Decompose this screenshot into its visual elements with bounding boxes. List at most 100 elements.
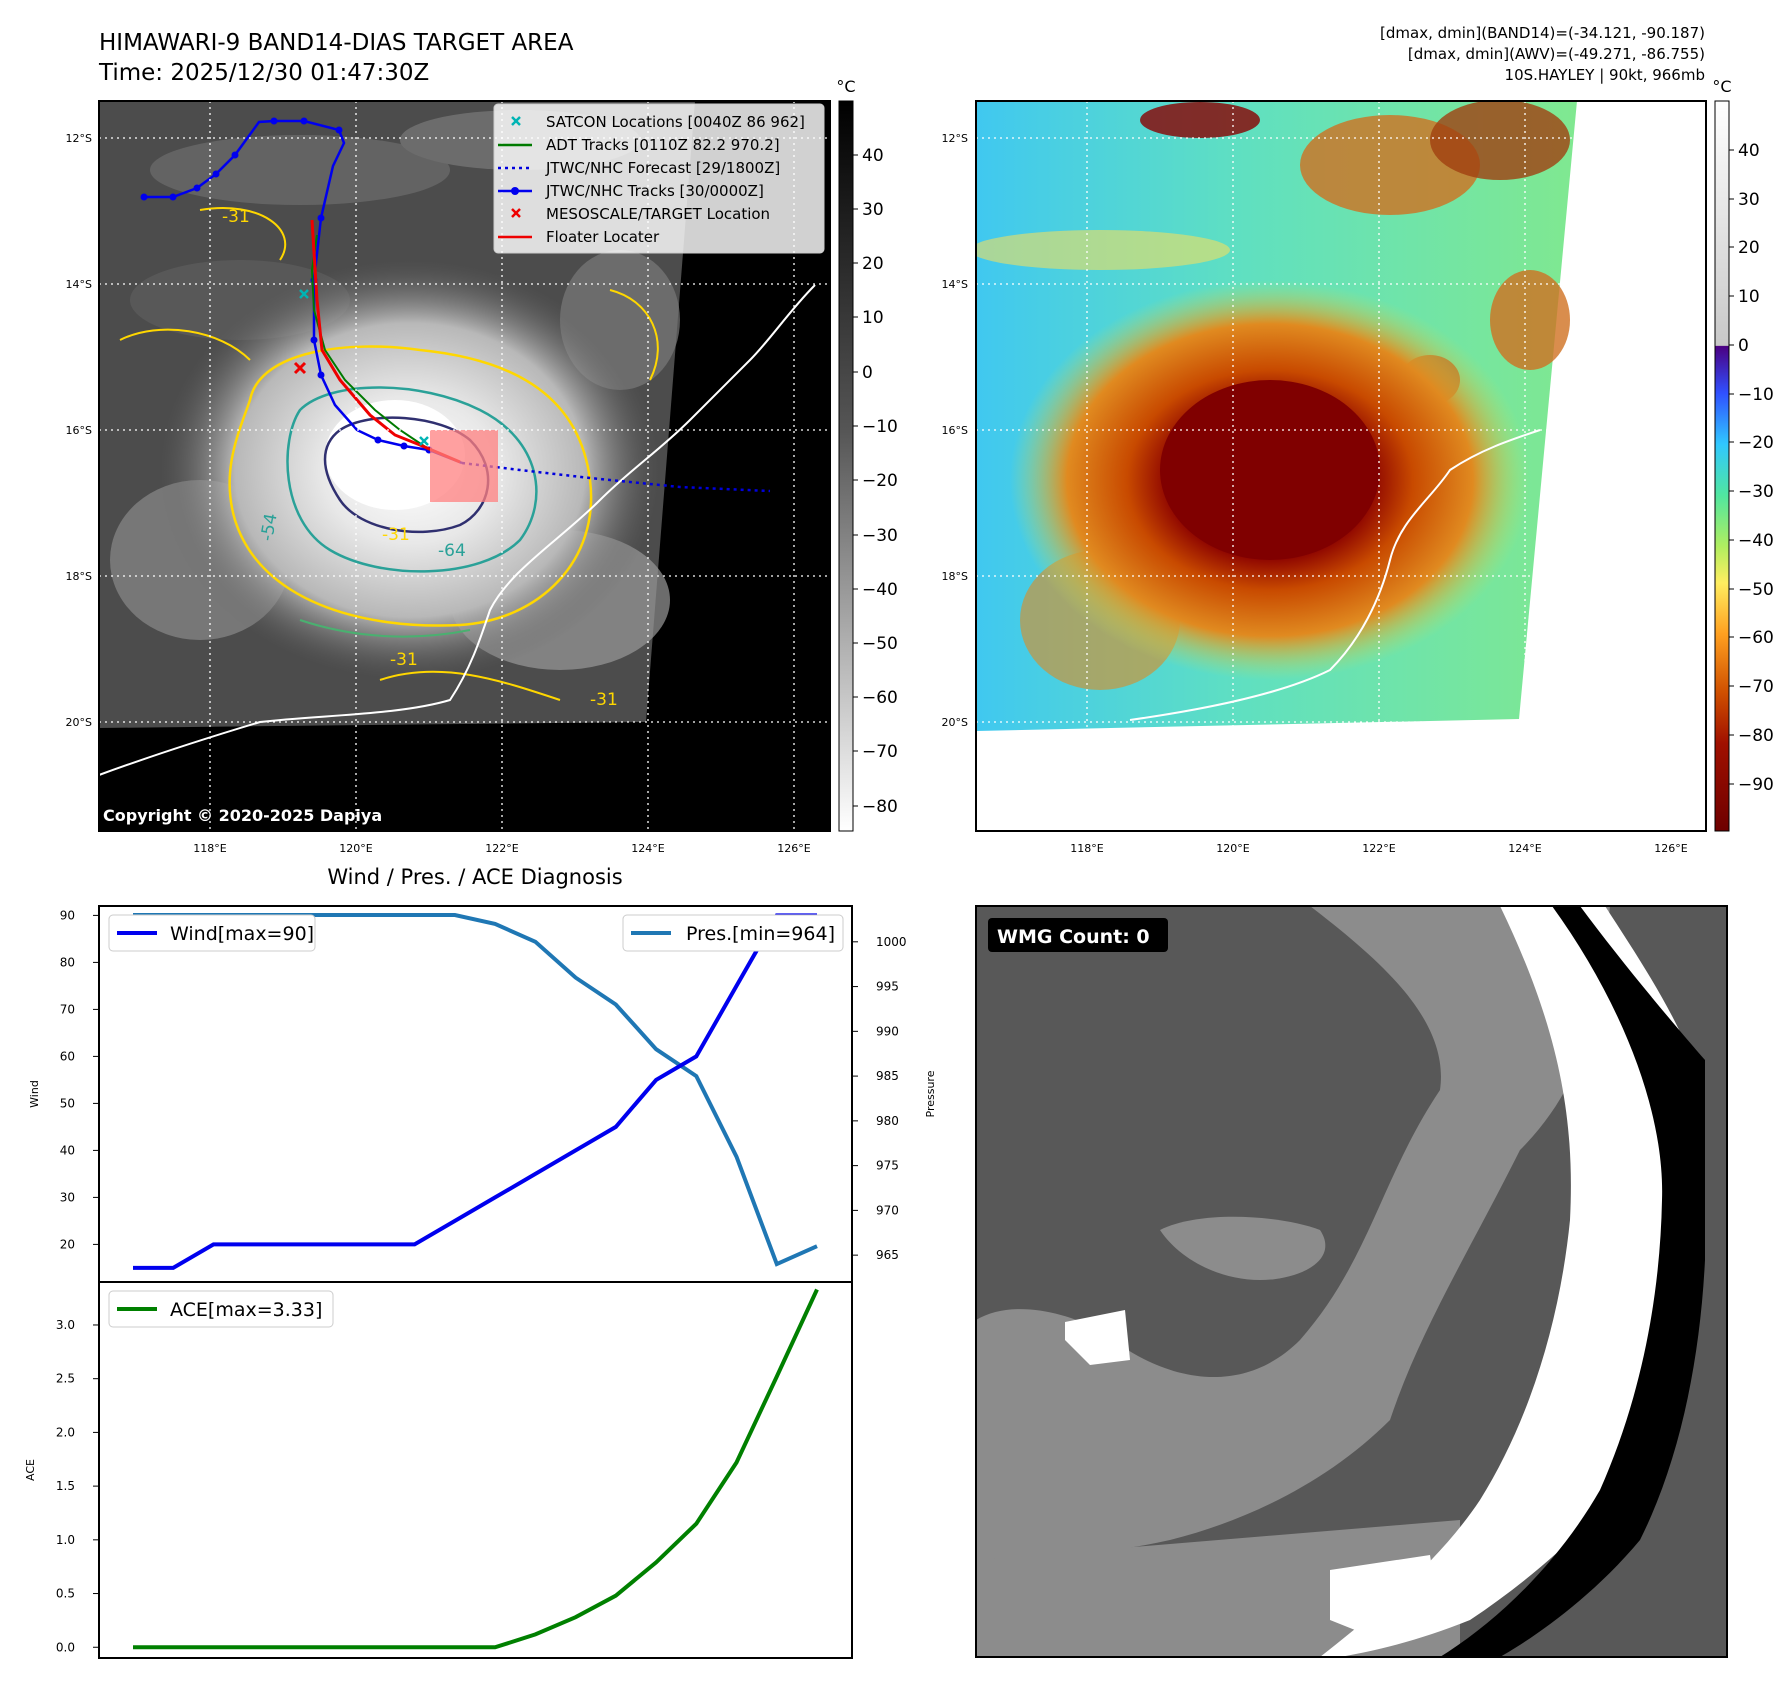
lon-tick: 122°E [485,842,518,855]
colorbar-tick: 40 [1738,141,1760,161]
axis-tick-label: 80 [60,955,75,969]
colorbar-tick: −20 [1738,433,1774,453]
gridlines-right [976,101,1706,831]
diagnosis-title: Wind / Pres. / ACE Diagnosis [327,865,622,889]
colorbar-tick: −60 [1738,628,1774,648]
info-storm: 10S.HAYLEY | 90kt, 966mb [1505,66,1705,84]
colorbar-tick: 20 [1738,238,1760,258]
axis-tick-label: 1.5 [56,1479,75,1493]
lat-tick: 20°S [66,716,92,729]
axis-tick-label: 60 [60,1049,75,1063]
colorbar-tick: −30 [862,526,898,546]
colorbar-tick: 10 [862,308,884,328]
coastline-left [99,284,816,776]
axis-tick-label: 970 [876,1203,899,1217]
lat-tick: 20°S [942,716,968,729]
info-awv: [dmax, dmin](AWV)=(-49.271, -86.755) [1408,45,1705,63]
wind-legend: Wind[max=90] [108,914,316,952]
colorbar-tick: −20 [862,471,898,491]
axis-tick-label: 70 [60,1002,75,1016]
axis-tick-label: 985 [876,1069,899,1083]
svg-text:JTWC/NHC Forecast [29/1800Z]: JTWC/NHC Forecast [29/1800Z] [545,159,780,177]
colorbar-right [1714,100,1730,832]
colorbar-tick: −30 [1738,482,1774,502]
axis-tick-label: 40 [60,1143,75,1157]
colorbar-tick: 30 [1738,190,1760,210]
colorbar-right-unit: °C [1712,77,1731,96]
map-right-frame [975,100,1707,832]
gridlines-left [99,101,830,831]
lon-tick: 124°E [1508,842,1541,855]
figure-time: Time: 2025/12/30 01:47:30Z [98,60,429,86]
info-band14: [dmax, dmin](BAND14)=(-34.121, -90.187) [1380,24,1705,42]
axis-tick-label: 980 [876,1114,899,1128]
lon-ticks-left: 118°E 120°E 122°E 124°E 126°E [193,842,810,855]
axis-tick-label: 1.0 [56,1533,75,1547]
colorbar-tick: 10 [1738,287,1760,307]
axis-tick-label: 3.0 [56,1318,75,1332]
colorbar-tick: −40 [862,580,898,600]
svg-text:SATCON Locations [0040Z 86 962: SATCON Locations [0040Z 86 962] [546,113,805,131]
map-left-frame [98,100,831,832]
wmg-white-patch [1065,1310,1130,1365]
wmg-region-upper [1160,1216,1326,1280]
jtwc-forecast-line [461,461,771,493]
axis-tick-label: 0.0 [56,1640,75,1654]
wmg-region-mid [976,906,1610,1560]
wmg-frame [975,905,1728,1658]
lon-ticks-right: 118°E 120°E 122°E 124°E 126°E [1070,842,1687,855]
adt-track-line [310,234,431,451]
axis-tick-label: 990 [876,1024,899,1038]
axis-tick-label: 0.5 [56,1587,75,1601]
lon-tick: 126°E [777,842,810,855]
lon-tick: 122°E [1362,842,1395,855]
wind-axis-label: Wind [28,1080,41,1108]
legend-forecast: JTWC/NHC Forecast [29/1800Z] [498,159,780,177]
axis-tick-label: 30 [60,1190,75,1204]
axis-tick-label: 90 [60,908,75,922]
svg-text:Floater Locater: Floater Locater [546,228,660,246]
lat-tick: 18°S [66,570,92,583]
axis-tick-label: 2.5 [56,1372,75,1386]
ace-series-line [133,1288,819,1650]
lat-tick: 18°S [942,570,968,583]
colorbar-right-ticks: 40 30 20 10 0 −10 −20 −30 −40 −50 −60 −7… [1729,141,1774,795]
satcon-markers [299,289,429,446]
lon-tick: 126°E [1654,842,1687,855]
legend-jtwc-track: JTWC/NHC Tracks [30/0000Z] [498,182,764,200]
pressure-legend: Pres.[min=964] [622,914,844,952]
lat-tick: 16°S [942,424,968,437]
contour-54 [286,386,538,573]
colorbar-tick: −10 [862,417,898,437]
colorbar-tick: −10 [1738,385,1774,405]
contour-31 [228,345,593,627]
lat-ticks-right: 12°S 14°S 16°S 18°S 20°S [942,132,968,729]
lon-tick: 118°E [193,842,226,855]
figure-title: HIMAWARI-9 BAND14-DIAS TARGET AREA [99,30,574,56]
wind-pressure-chart: 20 30 40 50 60 70 80 90 965 970 975 980 985 990 995 10… [28,905,937,1283]
colorbar-tick: −40 [1738,531,1774,551]
wmg-count-label: WMG Count: 0 [997,926,1150,948]
svg-text:Wind[max=90]: Wind[max=90] [170,923,314,945]
axis-tick-label: 20 [60,1237,75,1251]
svg-text:ADT Tracks [0110Z 82.2 970.2]: ADT Tracks [0110Z 82.2 970.2] [546,136,780,154]
lon-tick: 120°E [339,842,372,855]
ace-frame [98,1281,853,1659]
wmg-white-patch-lower [1330,1555,1440,1640]
colorbar-tick: −70 [862,742,898,762]
contour-label-2: -31 [390,650,418,670]
ace-axis-ticks: 0.0 0.5 1.0 1.5 2.0 2.5 3.0 [56,1318,99,1654]
map-left: -31 -31 -31 -54 -64 -31 Copyright © 2020… [99,101,830,831]
contour-label-1: -31 [222,207,250,227]
wind-series-line [133,913,817,1270]
floater-locater-line [310,219,461,464]
svg-text:Pres.[min=964]: Pres.[min=964] [686,923,835,945]
lat-tick: 12°S [942,132,968,145]
map-legend: SATCON Locations [0040Z 86 962] ADT Trac… [498,113,805,246]
contour-label-6: -31 [382,525,410,545]
lat-tick: 16°S [66,424,92,437]
lon-tick: 118°E [1070,842,1103,855]
colorbar-left [838,100,854,832]
legend-satcon: SATCON Locations [0040Z 86 962] [511,113,805,131]
